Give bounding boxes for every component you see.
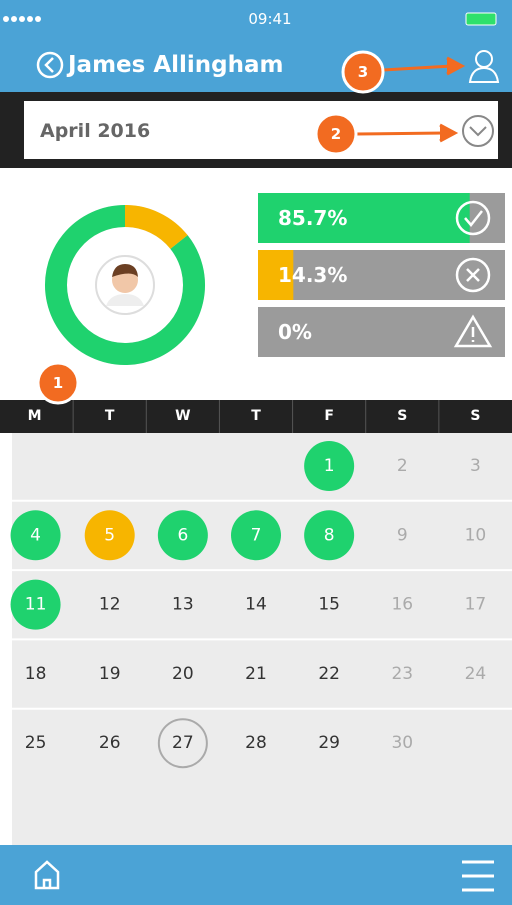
weekday-label: T <box>105 408 115 424</box>
day-number[interactable]: 27 <box>172 733 194 753</box>
stat-label: 0% <box>278 320 312 344</box>
weekday-label: S <box>397 408 407 424</box>
callout-number: 3 <box>358 63 368 81</box>
day-number[interactable]: 30 <box>391 733 413 753</box>
stat-label: 14.3% <box>278 263 347 287</box>
day-number[interactable]: 3 <box>470 456 481 476</box>
callout-number: 1 <box>53 374 63 392</box>
day-number[interactable]: 1 <box>324 456 335 476</box>
day-number[interactable]: 19 <box>99 664 121 684</box>
day-number[interactable]: 17 <box>465 595 487 615</box>
donut-segment <box>125 216 179 242</box>
day-number[interactable]: 2 <box>397 456 408 476</box>
day-number[interactable]: 28 <box>245 733 267 753</box>
day-number[interactable]: 8 <box>324 525 335 545</box>
weekday-label: F <box>324 408 334 424</box>
day-number[interactable]: 12 <box>99 595 121 615</box>
day-number[interactable]: 16 <box>391 595 413 615</box>
day-number[interactable]: 13 <box>172 595 194 615</box>
day-number[interactable]: 23 <box>391 664 413 684</box>
day-number[interactable]: 7 <box>251 525 262 545</box>
bottom-bar <box>0 845 512 905</box>
battery <box>466 13 496 25</box>
day-number[interactable]: 5 <box>104 525 115 545</box>
day-number[interactable]: 26 <box>99 733 121 753</box>
header-title: James Allingham <box>66 52 284 78</box>
day-number[interactable]: 25 <box>25 733 47 753</box>
page: 09:41 James Allingham April 2016 85.7%14… <box>0 0 512 905</box>
day-number[interactable]: 20 <box>172 664 194 684</box>
day-number[interactable]: 22 <box>318 664 340 684</box>
day-number[interactable]: 6 <box>177 525 188 545</box>
weekday-label: S <box>470 408 480 424</box>
weekday-label: T <box>251 408 261 424</box>
month-label: April 2016 <box>40 120 150 142</box>
weekday-label: W <box>175 408 190 424</box>
weekday-label: M <box>28 408 42 424</box>
status-time: 09:41 <box>248 10 291 28</box>
avatar <box>96 256 154 314</box>
day-number[interactable]: 18 <box>25 664 47 684</box>
stat-label: 85.7% <box>278 206 347 230</box>
callout-number: 2 <box>331 125 341 143</box>
day-number[interactable]: 10 <box>465 525 487 545</box>
app-screen: 09:41 James Allingham April 2016 85.7%14… <box>0 0 512 905</box>
day-number[interactable]: 14 <box>245 595 267 615</box>
day-number[interactable]: 15 <box>318 595 340 615</box>
day-number[interactable]: 24 <box>465 664 487 684</box>
day-number[interactable]: 29 <box>318 733 340 753</box>
day-number[interactable]: 11 <box>25 595 47 615</box>
day-number[interactable]: 4 <box>30 525 41 545</box>
day-number[interactable]: 9 <box>397 525 408 545</box>
day-number[interactable]: 21 <box>245 664 267 684</box>
